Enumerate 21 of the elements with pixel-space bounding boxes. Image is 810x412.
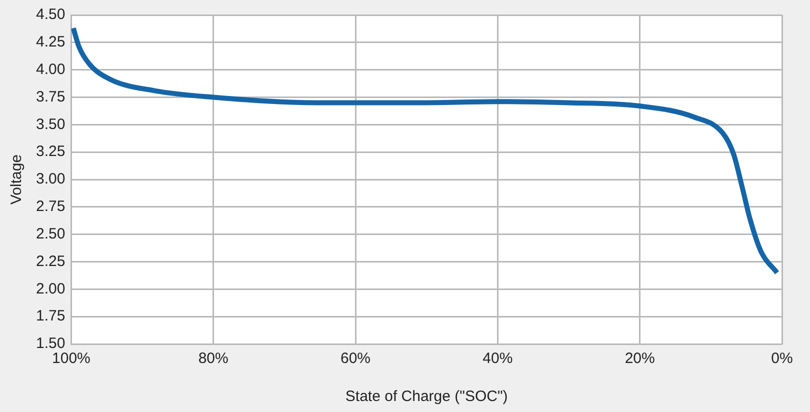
y-tick-label: 4.00	[36, 60, 66, 78]
y-tick-label: 3.75	[36, 88, 66, 106]
x-tick-label: 0%	[771, 350, 793, 368]
y-tick-label: 1.75	[36, 308, 66, 325]
x-tick-label: 100%	[52, 350, 90, 368]
x-tick-label: 20%	[624, 350, 655, 368]
y-tick-label: 3.50	[36, 116, 66, 133]
x-tick-label: 40%	[482, 350, 513, 368]
x-tick-label: 80%	[198, 350, 228, 368]
y-tick-label: 4.50	[36, 6, 66, 24]
y-tick-label: 2.50	[36, 225, 66, 242]
y-tick-label: 3.00	[36, 170, 66, 188]
y-tick-label: 2.75	[36, 198, 66, 216]
x-axis-title: State of Charge ("SOC")	[345, 388, 508, 406]
x-tick-label: 60%	[340, 350, 371, 368]
y-tick-label: 2.25	[36, 252, 66, 270]
y-tick-label: 2.00	[36, 280, 66, 298]
y-axis-title: Voltage	[8, 154, 26, 205]
y-tick-label: 4.25	[36, 34, 66, 51]
y-tick-label: 1.50	[36, 335, 66, 352]
y-tick-label: 3.25	[36, 143, 66, 160]
